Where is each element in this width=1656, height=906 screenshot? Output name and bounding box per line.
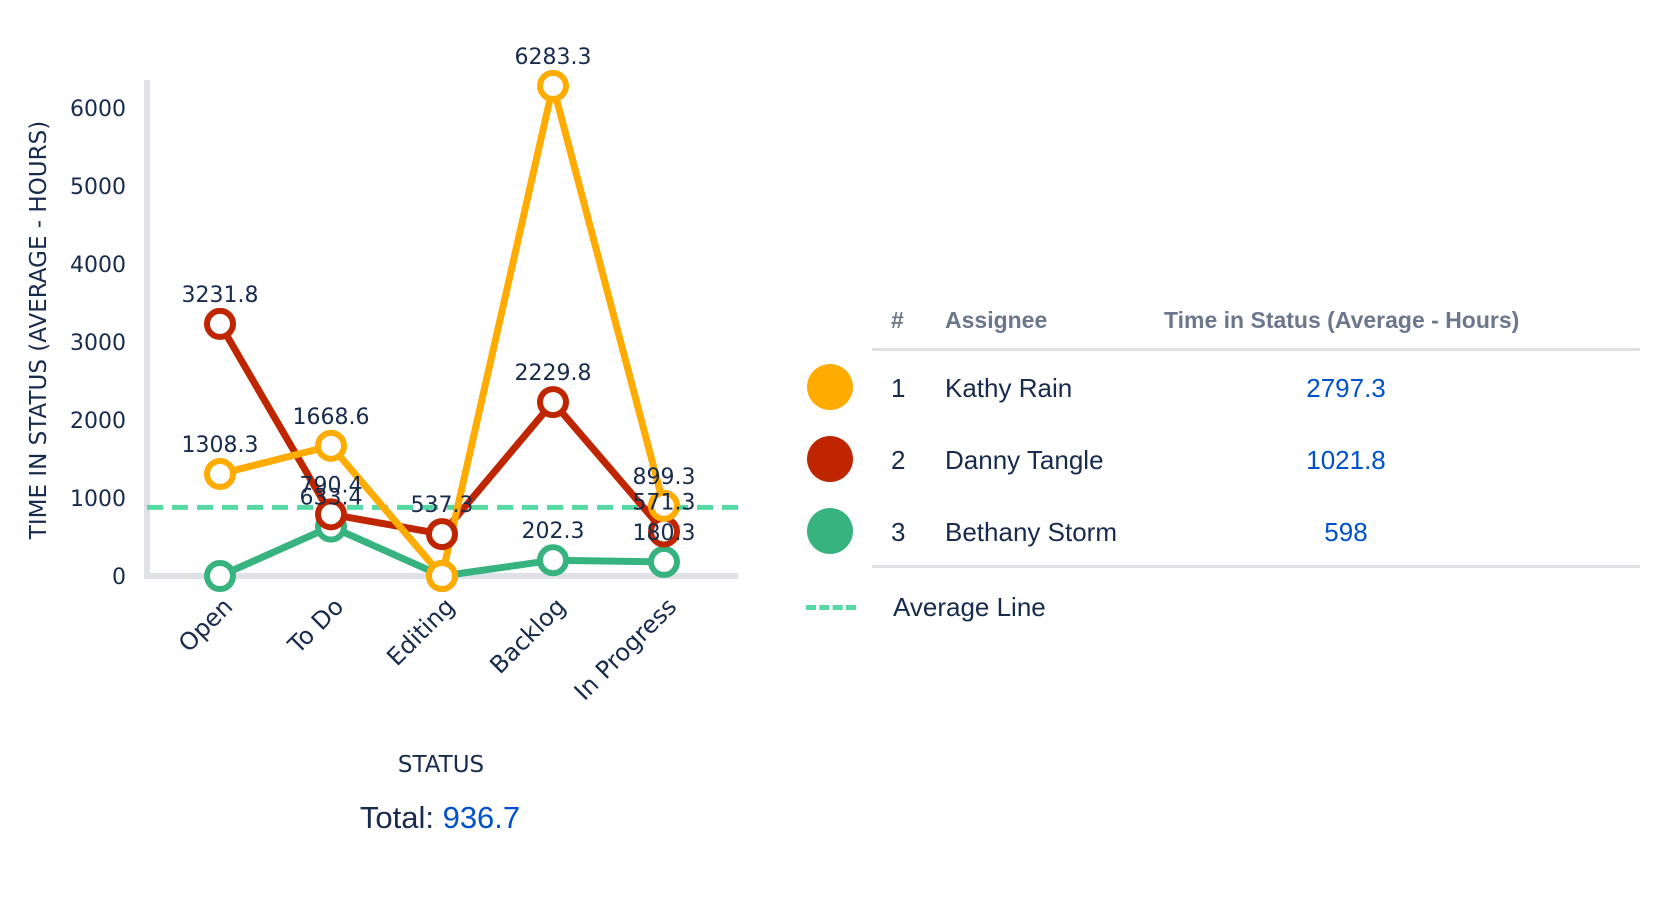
legend-value: 1021.8 xyxy=(1306,445,1386,475)
data-point xyxy=(315,498,347,531)
x-tick-label: In Progress xyxy=(569,592,682,705)
data-point xyxy=(537,69,569,102)
y-tick-label: 6000 xyxy=(70,97,126,122)
legend-average-line[interactable]: Average Line xyxy=(800,592,1200,622)
data-label: 633.4 xyxy=(300,486,363,511)
x-axis-title: STATUS xyxy=(398,752,484,778)
legend-divider xyxy=(872,565,1640,568)
y-tick-label: 0 xyxy=(112,565,126,590)
average-line-label: Average Line xyxy=(893,592,1046,622)
data-label: 1668.6 xyxy=(293,405,370,430)
data-point xyxy=(204,457,236,490)
legend-assignee: Kathy Rain xyxy=(945,373,1073,403)
legend-rank: 2 xyxy=(891,445,906,475)
legend-value: 2797.3 xyxy=(1306,373,1386,403)
series-color-dot xyxy=(807,508,853,554)
data-label: 899.3 xyxy=(633,465,696,490)
legend-assignee: Bethany Storm xyxy=(945,517,1117,547)
data-label: 571.3 xyxy=(633,490,696,515)
legend-header: # Assignee Time in Status (Average - Hou… xyxy=(800,290,1640,348)
data-point xyxy=(426,518,458,551)
series-color-dot xyxy=(807,436,853,482)
data-point xyxy=(315,429,347,462)
legend-header-assignee: Assignee xyxy=(945,307,1048,333)
data-point xyxy=(537,544,569,577)
y-tick-label: 5000 xyxy=(70,175,126,200)
x-tick-label: Backlog xyxy=(484,592,571,679)
average-line-swatch xyxy=(806,605,856,610)
x-tick-label: To Do xyxy=(282,592,349,659)
data-label: 180.3 xyxy=(633,521,696,546)
legend-assignee: Danny Tangle xyxy=(945,445,1104,475)
y-axis-title: TIME IN STATUS (AVERAGE - HOURS) xyxy=(26,121,52,540)
y-tick-label: 4000 xyxy=(70,253,126,278)
data-point xyxy=(648,545,680,578)
legend-header-rank: # xyxy=(891,307,904,333)
legend-rank: 3 xyxy=(891,517,906,547)
legend-value: 598 xyxy=(1324,517,1368,547)
series-color-dot xyxy=(807,364,853,410)
y-tick-label: 3000 xyxy=(70,331,126,356)
y-tick-label: 2000 xyxy=(70,409,126,434)
data-label: 202.3 xyxy=(522,519,585,544)
y-tick-label: 1000 xyxy=(70,487,126,512)
x-tick-label: Editing xyxy=(381,592,460,671)
legend-rank: 1 xyxy=(891,373,906,403)
data-point xyxy=(426,560,458,592)
x-tick-label: Open xyxy=(173,592,238,657)
line-chart: 0 1000 2000 3000 4000 5000 6000 Open To Do Editi… xyxy=(26,45,738,778)
data-labels: 1308.3 1668.6 6283.3 899.3 3231.8 790.4 537.3 2… xyxy=(182,45,696,546)
chart-series xyxy=(204,69,680,592)
data-label: 6283.3 xyxy=(515,45,592,70)
total-label: Total: xyxy=(359,800,434,835)
data-label: 537.3 xyxy=(411,493,474,518)
y-axis-ticks: 0 1000 2000 3000 4000 5000 6000 xyxy=(70,97,126,590)
data-point xyxy=(537,386,569,419)
data-point xyxy=(204,560,236,592)
total-summary: Total: 936.7 xyxy=(0,800,880,836)
total-value: 936.7 xyxy=(442,800,521,835)
data-label: 790.4 xyxy=(300,473,363,498)
legend-header-value: Time in Status (Average - Hours) xyxy=(1164,307,1520,333)
legend-row[interactable]: 3 Bethany Storm 598 xyxy=(800,495,1640,567)
data-point xyxy=(204,307,236,340)
legend-table: # Assignee Time in Status (Average - Hou… xyxy=(800,290,1640,622)
legend-row[interactable]: 2 Danny Tangle 1021.8 xyxy=(800,423,1640,495)
data-label: 1308.3 xyxy=(182,433,259,458)
data-label: 2229.8 xyxy=(515,361,592,386)
data-label: 3231.8 xyxy=(182,283,259,308)
data-point xyxy=(648,489,680,522)
legend-row[interactable]: 1 Kathy Rain 2797.3 xyxy=(800,351,1640,423)
legend-divider xyxy=(872,348,1640,351)
